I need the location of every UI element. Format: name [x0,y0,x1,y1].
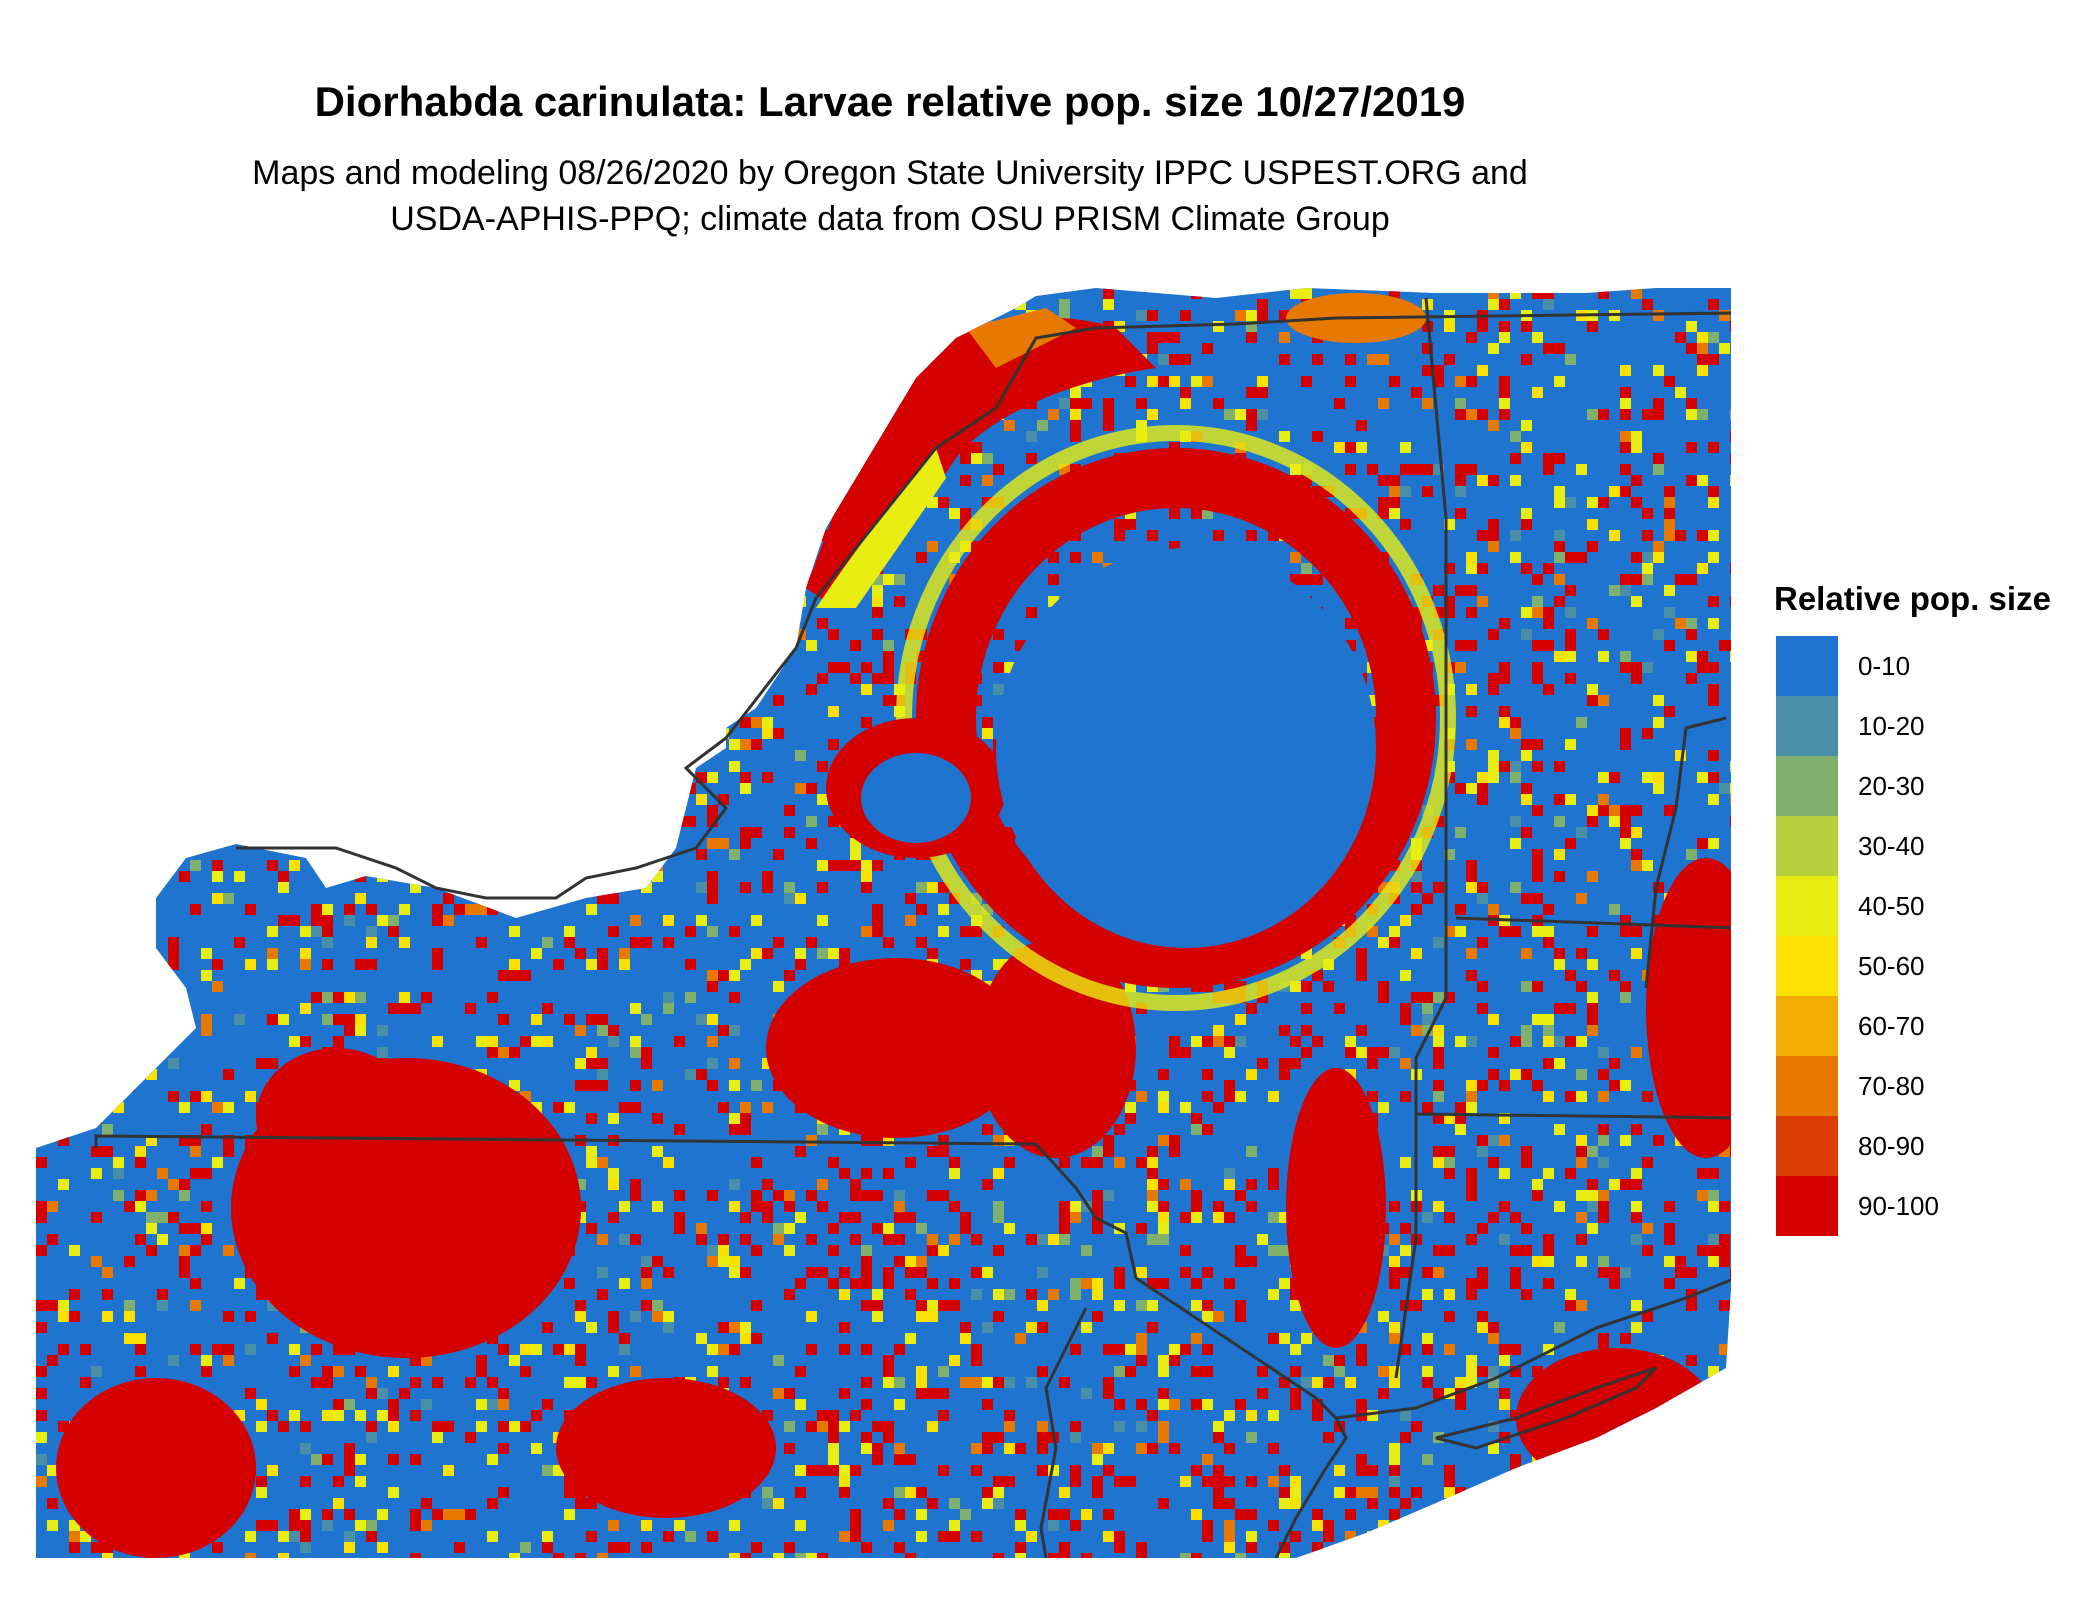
population-map [36,288,1731,1558]
legend-label: 0-10 [1858,650,1911,681]
legend-label: 60-70 [1858,1010,1925,1041]
map-title: Diorhabda carinulata: Larvae relative po… [314,78,1466,125]
legend-swatch [1776,636,1838,696]
boundary-lines [94,297,1731,1558]
legend-label: 10-20 [1858,710,1925,741]
legend-swatch [1776,816,1838,876]
map-subtitle-line2: USDA-APHIS-PPQ; climate data from OSU PR… [390,200,1390,238]
legend-item: 90-100 [1776,1176,2051,1236]
legend-item: 40-50 [1776,876,2051,936]
legend-swatch [1776,1056,1838,1116]
legend-swatch [1776,996,1838,1056]
legend-item: 10-20 [1776,696,2051,756]
legend-label: 30-40 [1858,830,1925,861]
legend-item: 70-80 [1776,1056,2051,1116]
legend-swatch [1776,696,1838,756]
legend: Relative pop. size 0-10 10-20 20-30 30-40 40… [1774,580,2051,1236]
legend-label: 40-50 [1858,890,1925,921]
legend-label: 50-60 [1858,950,1925,981]
legend-swatch [1776,876,1838,936]
legend-swatch [1776,1176,1838,1236]
legend-title: Relative pop. size [1774,580,2051,617]
legend-item: 50-60 [1776,936,2051,996]
legend-label: 90-100 [1858,1190,1939,1221]
legend-swatch [1776,1116,1838,1176]
legend-label: 80-90 [1858,1130,1925,1161]
legend-swatch [1776,936,1838,996]
legend-item: 20-30 [1776,756,2051,816]
legend-item: 0-10 [1776,636,2051,696]
legend-item: 30-40 [1776,816,2051,876]
legend-label: 20-30 [1858,770,1925,801]
legend-item: 60-70 [1776,996,2051,1056]
raster-layer [36,288,1731,1558]
legend-item: 80-90 [1776,1116,2051,1176]
map-subtitle-line1: Maps and modeling 08/26/2020 by Oregon S… [252,154,1528,192]
legend-items: 0-10 10-20 20-30 30-40 40-50 50-60 60-70 70-80 8… [1776,636,2051,1236]
legend-swatch [1776,756,1838,816]
legend-label: 70-80 [1858,1070,1925,1101]
